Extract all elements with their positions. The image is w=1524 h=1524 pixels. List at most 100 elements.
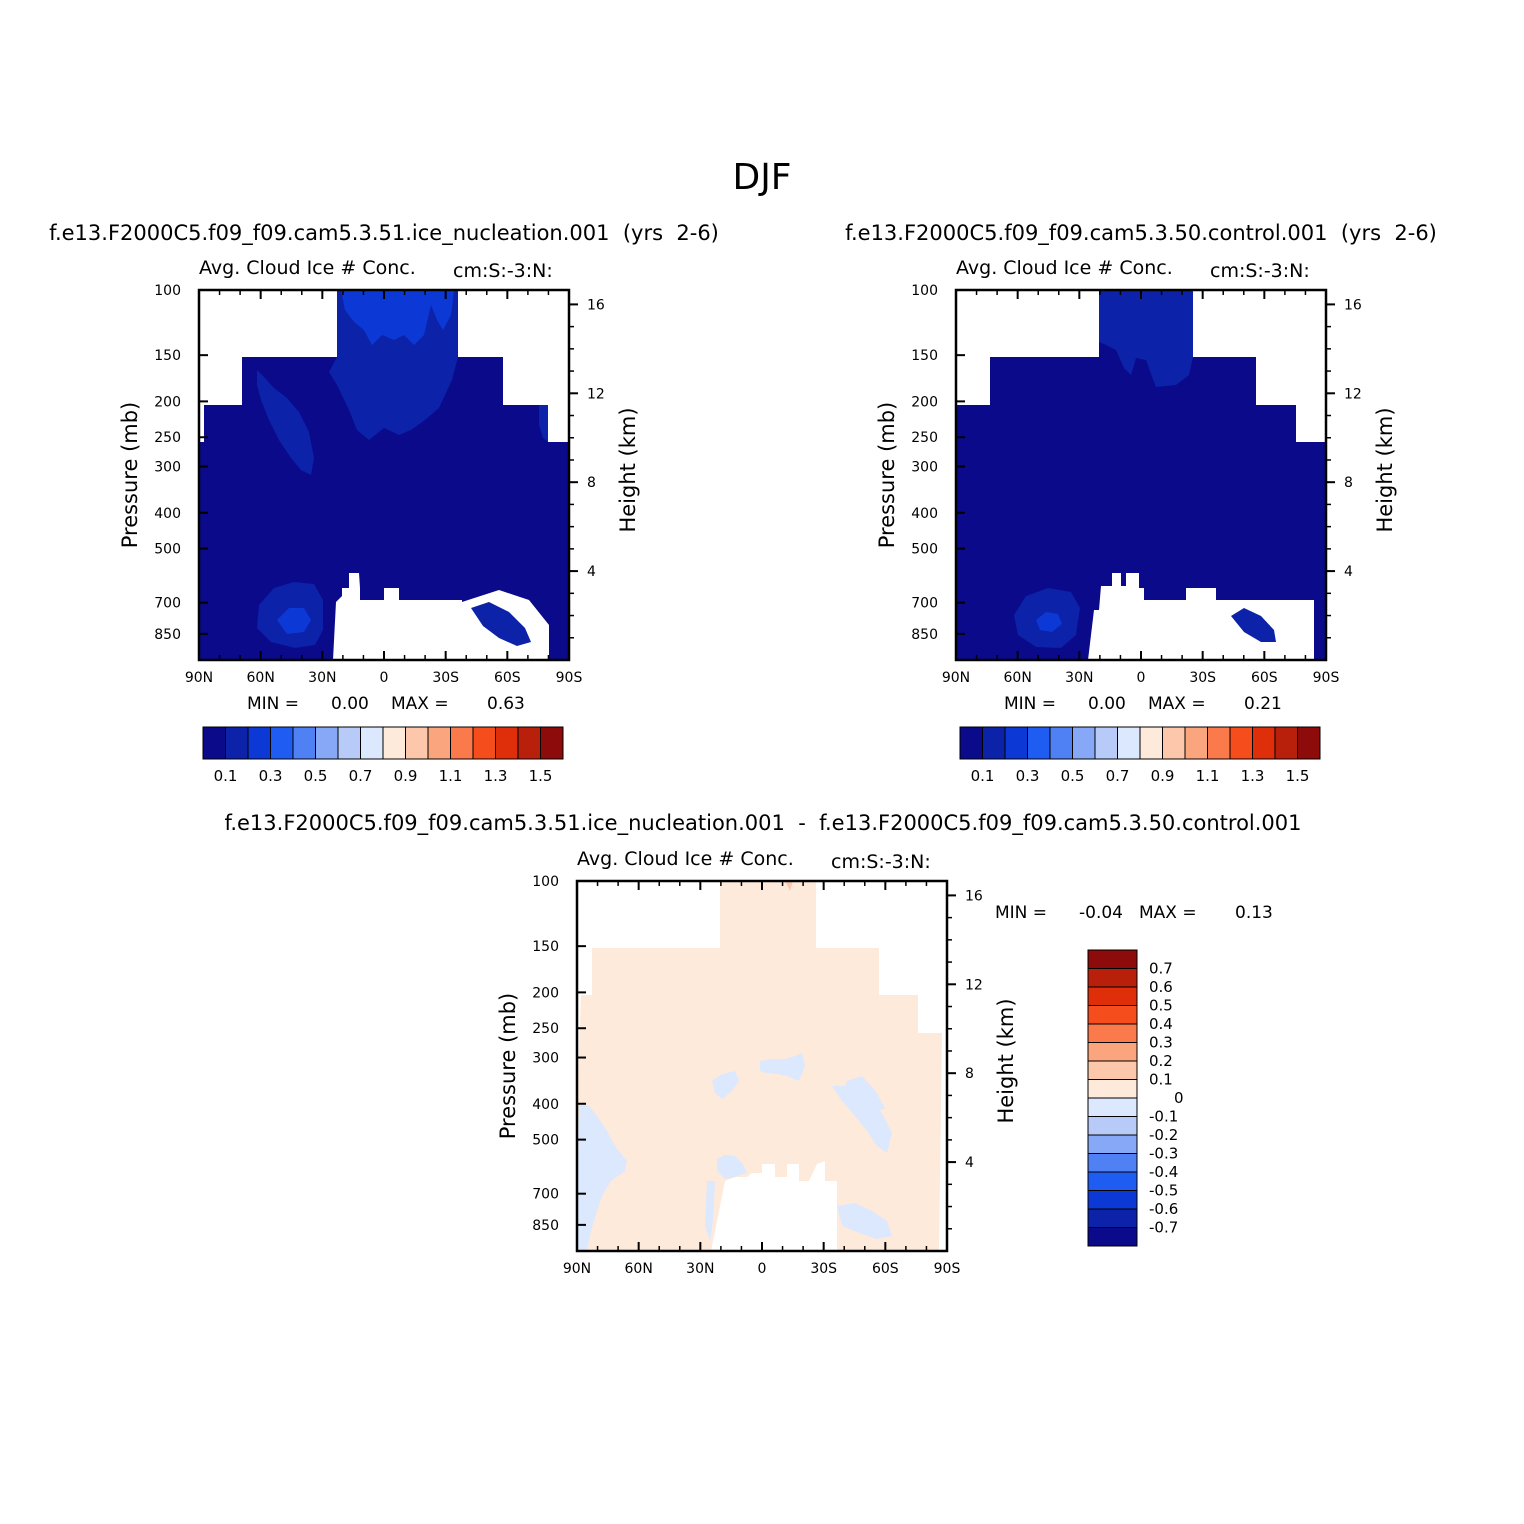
y-axis-label: Pressure (mb) — [496, 993, 520, 1140]
x-tick-label: 90N — [942, 670, 970, 686]
min-label: MIN = — [247, 694, 299, 714]
colorbar-label: 0.9 — [1151, 767, 1175, 785]
height-tick-label: 16 — [965, 888, 983, 904]
colorbar-label: 0.6 — [1149, 978, 1173, 996]
height-tick-label: 12 — [1344, 386, 1362, 402]
colorbar-swatch — [1087, 1079, 1138, 1099]
height-tick-label: 8 — [1344, 475, 1353, 491]
colorbar-label: 0.5 — [1061, 767, 1085, 785]
y-tick-label: 250 — [911, 430, 938, 446]
panel-title-right: f.e13.F2000C5.f09_f09.cam5.3.50.control.… — [845, 221, 1437, 246]
panel-title-left: f.e13.F2000C5.f09_f09.cam5.3.51.ice_nucl… — [49, 221, 719, 246]
contour-fill — [577, 881, 942, 1251]
colorbar-swatch — [1087, 1227, 1138, 1247]
colorbar-swatch — [315, 726, 339, 760]
y-axis-label: Pressure (mb) — [875, 402, 899, 549]
colorbar-label: 0.1 — [971, 767, 995, 785]
colorbar-swatch — [270, 726, 294, 760]
height-tick-label: 4 — [587, 564, 596, 580]
y-tick-label: 200 — [532, 985, 559, 1001]
colorbar-swatch — [247, 726, 271, 760]
colorbar-swatch — [1072, 726, 1096, 760]
height-axis-label: Height (km) — [1373, 407, 1397, 532]
colorbar-label: 0.1 — [1149, 1071, 1173, 1089]
x-tick-label: 90S — [934, 1261, 961, 1277]
colorbar-ice_nucleation: 0.1 0.3 0.5 0.7 0.9 1.1 1.3 1.5 — [202, 726, 564, 785]
colorbar-label: 1.3 — [1241, 767, 1265, 785]
y-tick-label: 150 — [532, 939, 559, 955]
colorbar-label: 1.1 — [1196, 767, 1220, 785]
colorbar-swatch — [495, 726, 519, 760]
y-tick-label: 300 — [154, 460, 181, 476]
colorbar-swatch — [450, 726, 474, 760]
colorbar-swatch — [1087, 1171, 1138, 1191]
colorbar-swatch — [472, 726, 496, 760]
colorbar-label: 0.5 — [1149, 997, 1173, 1015]
max-value: 0.13 — [1235, 903, 1273, 923]
colorbar-label: 0.7 — [349, 767, 373, 785]
y-tick-label: 400 — [911, 506, 938, 522]
height-tick-label: 16 — [587, 297, 605, 313]
y-tick-label: 850 — [532, 1218, 559, 1234]
colorbar-swatch — [1004, 726, 1028, 760]
x-tick-label: 0 — [380, 670, 389, 686]
colorbar-swatch — [1087, 1042, 1138, 1062]
contour-fill — [199, 290, 569, 660]
colorbar-swatch — [1087, 1190, 1138, 1210]
y-tick-label: 400 — [154, 506, 181, 522]
y-tick-label: 300 — [911, 460, 938, 476]
y-tick-label: 250 — [154, 430, 181, 446]
contour-negative-lowright — [837, 1203, 892, 1239]
colorbar-label: -0.7 — [1149, 1219, 1178, 1237]
colorbar-label: 1.5 — [529, 767, 553, 785]
plot-title: Avg. Cloud Ice # Conc. — [956, 257, 1173, 279]
contour-light-swleft — [277, 608, 311, 634]
colorbar-swatch — [517, 726, 541, 760]
colorbar-label: 0.9 — [394, 767, 418, 785]
contour-base — [199, 290, 569, 660]
x-tick-label: 30S — [432, 670, 459, 686]
colorbar-label: -0.3 — [1149, 1145, 1178, 1163]
contour-positive-spot — [785, 881, 793, 891]
colorbar-label: 0.3 — [1016, 767, 1040, 785]
figure-title: DJF — [732, 157, 791, 198]
contour-mid-swright — [471, 602, 531, 646]
y-tick-label: 500 — [154, 542, 181, 558]
colorbar-label: 1.3 — [484, 767, 508, 785]
colorbar-swatch — [1087, 1208, 1138, 1228]
y-tick-label: 100 — [532, 874, 559, 890]
colorbar-label: 0 — [1174, 1089, 1184, 1107]
x-tick-label: 60N — [247, 670, 275, 686]
x-tick-label: 0 — [758, 1261, 767, 1277]
colorbar-label: -0.6 — [1149, 1200, 1178, 1218]
y-tick-label: 700 — [154, 596, 181, 612]
colorbar-swatch — [360, 726, 384, 760]
x-tick-label: 60S — [872, 1261, 899, 1277]
contour-positive — [577, 881, 942, 1251]
contour-mid-swright — [1231, 608, 1276, 642]
colorbar-swatch — [1117, 726, 1141, 760]
contour-negative-center-a — [712, 1071, 739, 1099]
colorbar-control: 0.1 0.3 0.5 0.7 0.9 1.1 1.3 1.5 — [959, 726, 1321, 785]
y-tick-label: 500 — [532, 1133, 559, 1149]
x-tick-label: 0 — [1137, 670, 1146, 686]
colorbar-swatch — [1297, 726, 1321, 760]
colorbar-swatch — [1207, 726, 1231, 760]
contour-negative-right — [832, 1086, 892, 1153]
plot-title: Avg. Cloud Ice # Conc. — [199, 257, 416, 279]
colorbar-swatch — [959, 726, 983, 760]
colorbar-swatch — [1087, 1097, 1138, 1117]
x-tick-label: 60S — [494, 670, 521, 686]
panel-difference: 90N 60N 30N 0 30S 60S 90S 100 150 200 250 300 400 500… — [496, 848, 1273, 1277]
colorbar-swatch — [1229, 726, 1253, 760]
y-tick-label: 700 — [911, 596, 938, 612]
colorbar-swatch — [1094, 726, 1118, 760]
colorbar-swatch — [1274, 726, 1298, 760]
height-tick-label: 12 — [965, 977, 983, 993]
y-tick-label: 150 — [154, 348, 181, 364]
y-tick-label: 200 — [911, 394, 938, 410]
contour-mid-left — [257, 370, 314, 475]
colorbar-swatch — [982, 726, 1006, 760]
contour-negative-center-c — [842, 1076, 885, 1111]
x-tick-label: 90N — [185, 670, 213, 686]
